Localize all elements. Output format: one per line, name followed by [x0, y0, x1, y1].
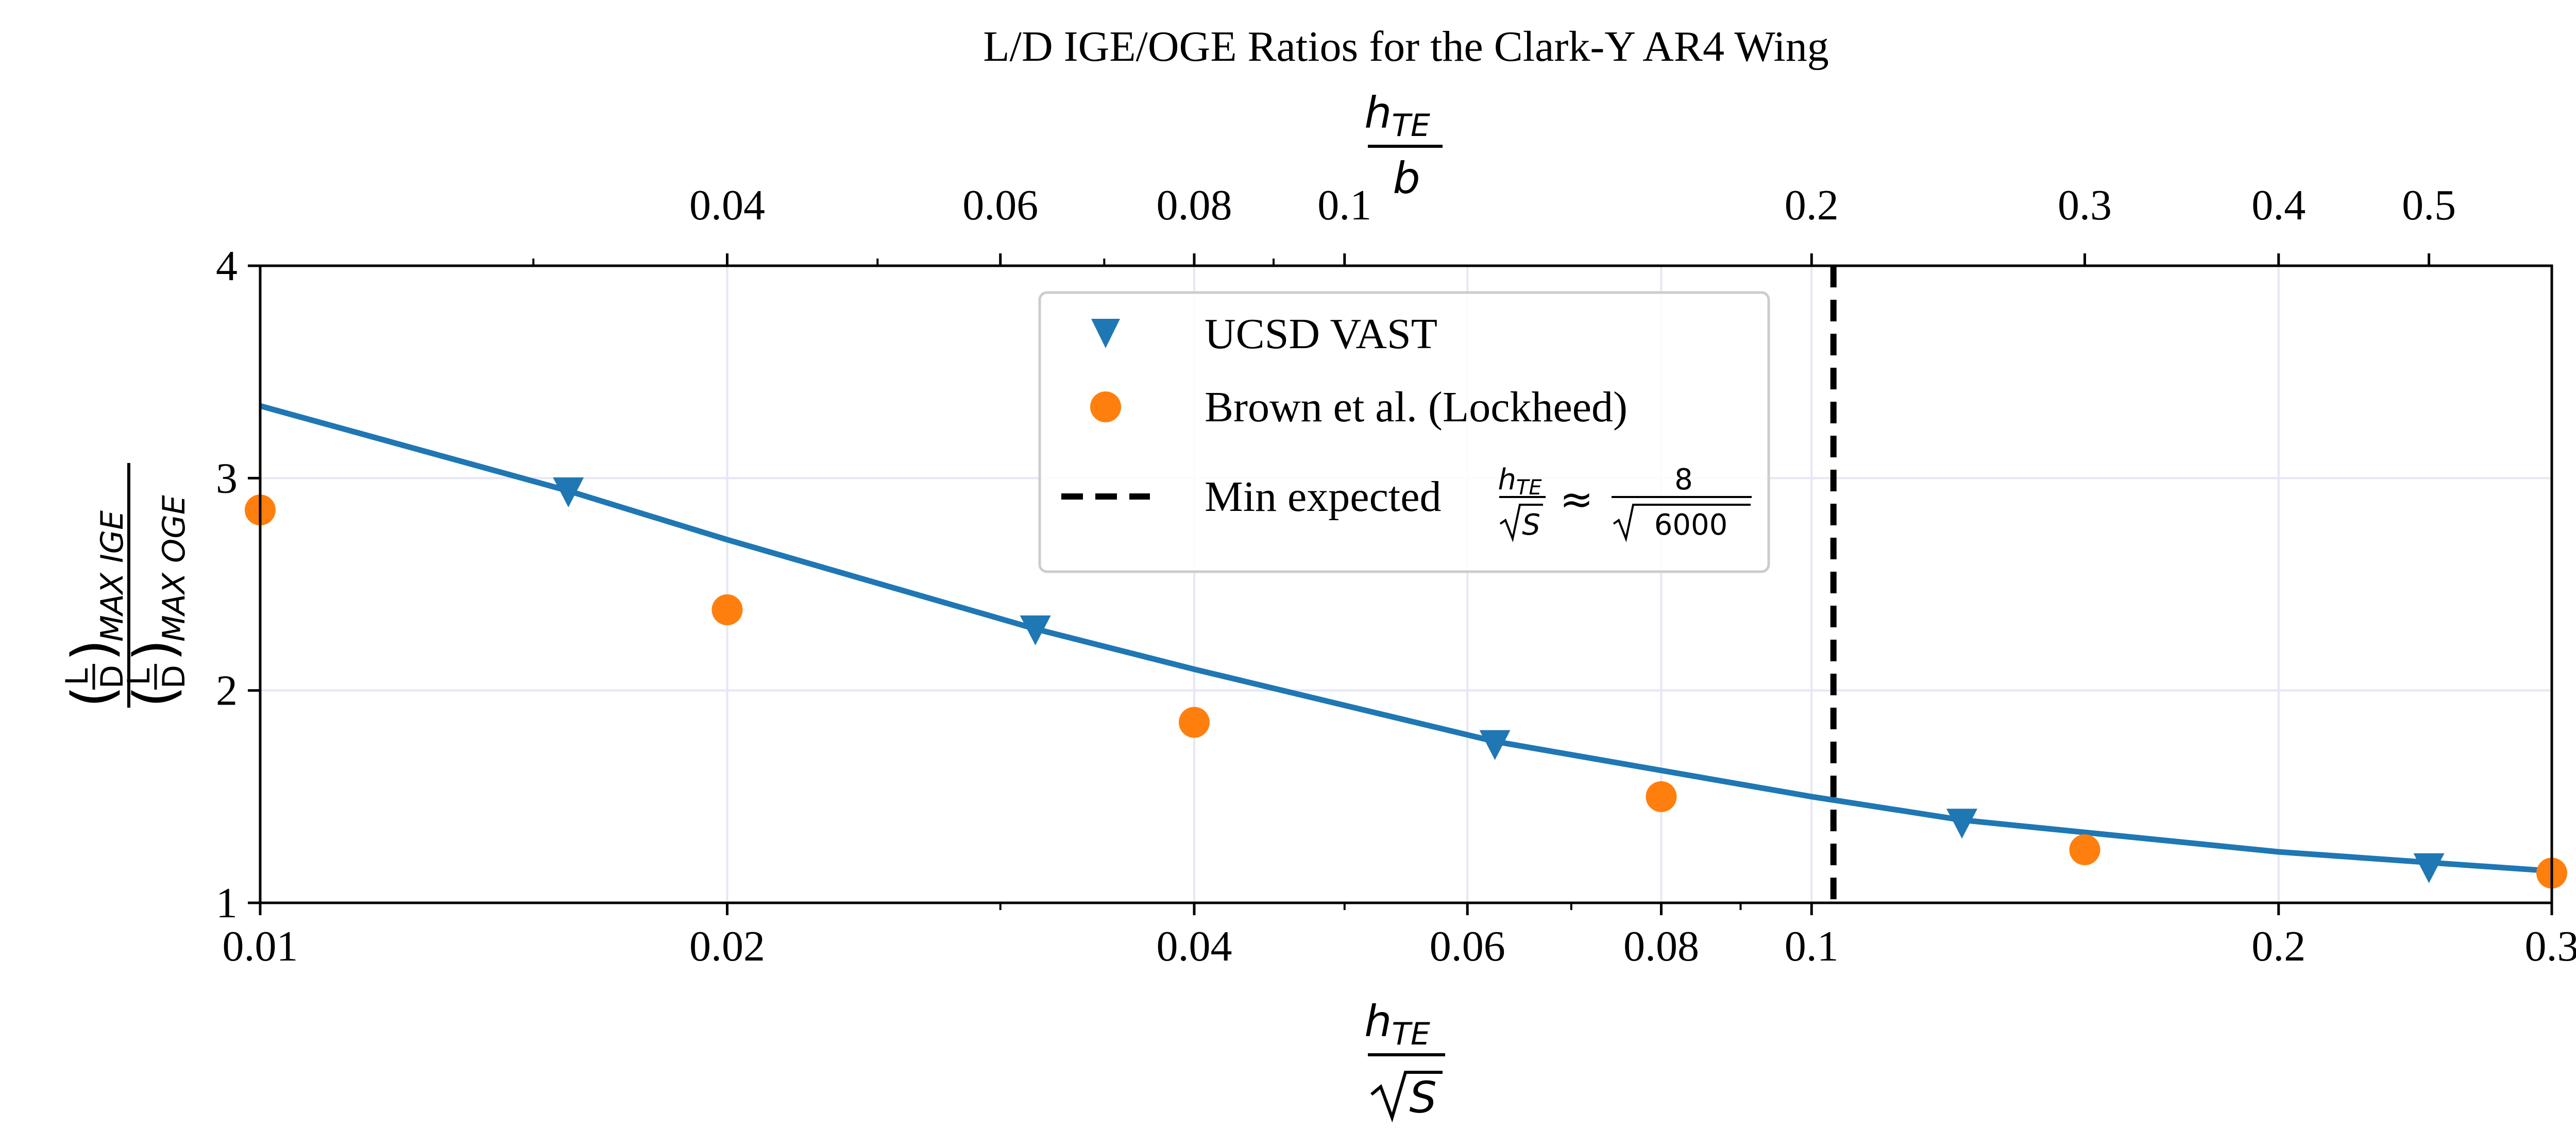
top-axis-label-b: b: [1393, 153, 1420, 203]
top-tick-label: 0.2: [1785, 181, 1839, 229]
x-axis-label-h: h: [1364, 996, 1392, 1047]
legend-entry-min-expected: Min expected hTE S ≈ 8 6000: [1205, 463, 1752, 542]
legend-entry-brown: Brown et al. (Lockheed): [1205, 383, 1628, 431]
ucsd-data-point: [1020, 615, 1051, 645]
legend-triangle-marker-icon: [1091, 319, 1120, 348]
legend-box: [1038, 291, 1770, 573]
y-label-top-L: L: [59, 668, 95, 686]
svg-text:Min expected: Min expected: [1205, 473, 1442, 521]
x-tick-label: 0.2: [2251, 922, 2306, 970]
plot-frame: [259, 264, 2553, 904]
y-label-top-sub: MAX IGE: [94, 510, 130, 642]
svg-text:hTE: hTE: [1364, 88, 1430, 144]
brown-data-point: [1178, 707, 1210, 738]
top-tick-label: 0.06: [962, 181, 1038, 229]
svg-text:S: S: [1522, 508, 1540, 542]
y-label-bottom-sub: MAX OGE: [156, 495, 192, 642]
svg-text:hTE: hTE: [1364, 996, 1430, 1052]
series-layer: [245, 403, 2567, 889]
svg-text:6000: 6000: [1654, 508, 1728, 542]
ucsd-data-point: [2413, 853, 2445, 883]
y-axis-label: ( L D ) MAX IGE ( L D ) MAX OGE: [59, 463, 192, 708]
svg-text:): ): [60, 639, 126, 661]
svg-text:8: 8: [1674, 463, 1693, 496]
brown-data-point: [711, 594, 743, 625]
x-axis-label-s: S: [1409, 1072, 1436, 1123]
x-tick-label: 0.02: [689, 922, 765, 970]
y-tick-label: 1: [216, 879, 238, 927]
top-tick-label: 0.5: [2402, 181, 2456, 229]
svg-text:hTE: hTE: [1498, 463, 1542, 500]
x-tick-label: 0.08: [1623, 922, 1699, 970]
x-tick-label: 0.04: [1156, 922, 1232, 970]
x-axis-label-sub: TE: [1392, 1016, 1430, 1052]
brown-data-point: [2069, 834, 2100, 865]
y-tick-label: 4: [216, 242, 238, 290]
top-tick-label: 0.4: [2251, 181, 2306, 229]
x-tick-label: 0.01: [223, 922, 298, 970]
chart-title: L/D IGE/OGE Ratios for the Clark-Y AR4 W…: [983, 23, 1828, 71]
top-axis-label: hTE b: [1364, 88, 1443, 203]
legend: UCSD VAST Brown et al. (Lockheed) Min ex…: [1038, 291, 1770, 573]
y-tick-label: 3: [216, 454, 238, 502]
svg-text:): ): [122, 639, 188, 661]
top-tick-label: 0.08: [1156, 181, 1232, 229]
y-tick-label: 2: [216, 667, 238, 715]
top-tick-label: 0.04: [689, 181, 765, 229]
top-tick-label: 0.3: [2058, 181, 2112, 229]
x-tick-label: 0.06: [1430, 922, 1505, 970]
x-axis-label: hTE S: [1364, 996, 1445, 1123]
legend-circle-marker-icon: [1090, 391, 1121, 422]
brown-data-point: [1646, 781, 1677, 812]
legend-entry-ucsd: UCSD VAST: [1205, 310, 1437, 358]
x-axis-label-sqrt-icon: [1370, 1071, 1443, 1123]
top-axis-label-sub: TE: [1392, 108, 1430, 144]
ucsd-data-point: [1479, 730, 1511, 760]
top-tick-label: 0.1: [1317, 181, 1371, 229]
ucsd-data-point: [553, 477, 584, 507]
ucsd-data-point: [1946, 809, 1978, 839]
x-tick-label: 0.1: [1785, 922, 1839, 970]
y-label-bottom-L: L: [121, 668, 157, 686]
x-tick-label: 0.3: [2525, 922, 2576, 970]
svg-text:≈: ≈: [1560, 476, 1593, 523]
y-label-bottom-D: D: [156, 665, 192, 689]
y-label-top-D: D: [94, 665, 130, 689]
axis-layer: 0.01 0.02 0.04 0.06 0.08 0.1 0.2 0.3 1 2 3 4 0.04 0.0…: [216, 181, 2576, 970]
top-axis-label-h: h: [1364, 88, 1392, 138]
